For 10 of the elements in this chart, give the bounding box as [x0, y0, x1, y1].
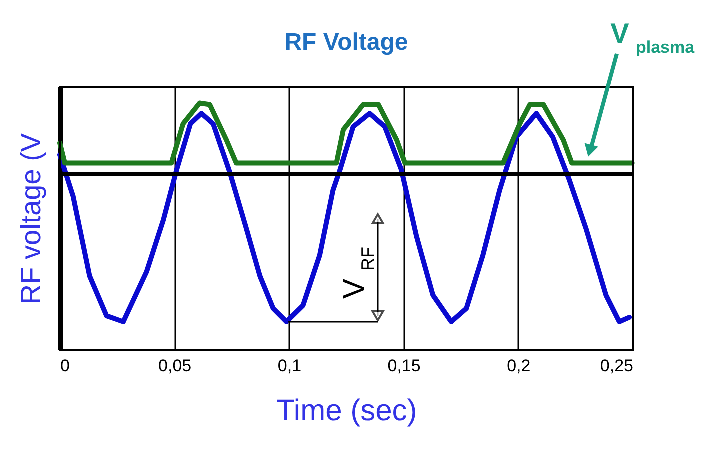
x-tick-label: 0,05: [158, 356, 192, 376]
x-tick-label: 0,25: [600, 356, 634, 376]
y-axis-title: RF voltage (V: [16, 133, 46, 305]
chart-title: RF Voltage: [284, 29, 408, 56]
x-axis-title: Time (sec): [276, 394, 418, 428]
x-tick-label: 0,1: [278, 356, 302, 376]
x-tick-label: 0: [60, 356, 70, 376]
annotation: VRF: [338, 247, 378, 300]
x-tick-label: 0,2: [507, 356, 531, 376]
x-tick-label: 0,15: [388, 356, 421, 376]
